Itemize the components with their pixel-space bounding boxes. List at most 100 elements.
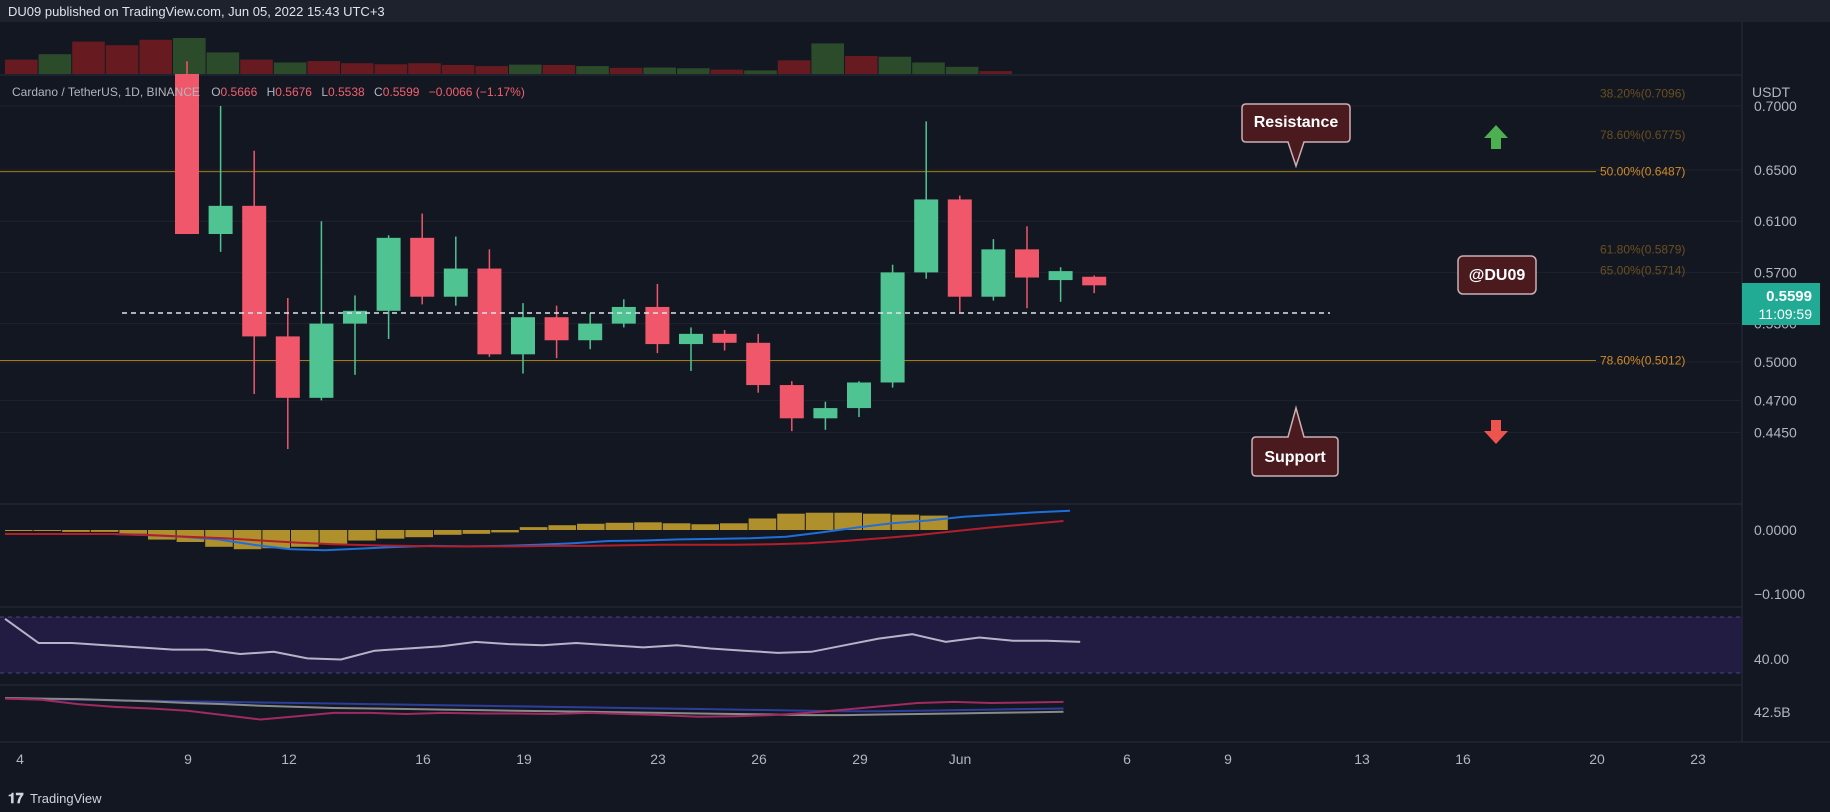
volume-bar bbox=[542, 65, 576, 74]
countdown-timer: 11:09:59 bbox=[1759, 306, 1813, 322]
resistance-callout[interactable]: Resistance bbox=[1241, 103, 1351, 169]
candle-body bbox=[779, 385, 804, 419]
macd-histogram-bar bbox=[262, 530, 290, 549]
macd-histogram-bar bbox=[348, 530, 376, 541]
fib-level-label: 78.60%(0.6775) bbox=[1600, 128, 1685, 142]
bottom-grey-line bbox=[4, 697, 1064, 717]
price-tick-label: 0.7000 bbox=[1754, 98, 1797, 114]
macd-histogram-bar bbox=[434, 530, 462, 535]
macd-histogram-bar bbox=[376, 530, 405, 539]
macd-histogram-bar bbox=[748, 518, 777, 530]
up-arrow-icon bbox=[1484, 125, 1508, 149]
candle-body bbox=[309, 323, 334, 398]
macd-histogram-bar bbox=[777, 513, 805, 530]
time-axis-label: 12 bbox=[281, 751, 297, 767]
macd-histogram-bar bbox=[720, 523, 748, 530]
time-axis-label: 19 bbox=[516, 751, 532, 767]
candle-body bbox=[746, 342, 771, 386]
legend-c-value: 0.5599 bbox=[383, 85, 420, 99]
macd-histogram-bar bbox=[519, 527, 548, 530]
candle-body bbox=[712, 333, 737, 343]
macd-histogram-bar bbox=[5, 530, 33, 531]
candle-body bbox=[544, 317, 569, 341]
macd-histogram-bar bbox=[863, 513, 891, 530]
fib-level-label: 38.20%(0.7096) bbox=[1600, 87, 1685, 101]
published-by-text: DU09 published on TradingView.com, Jun 0… bbox=[8, 4, 385, 19]
candle-body bbox=[947, 199, 972, 297]
macd-histogram-bar bbox=[834, 512, 862, 530]
rsi-layer bbox=[4, 617, 1081, 661]
footer-brand: TradingView bbox=[30, 791, 102, 806]
volume-bar bbox=[5, 59, 38, 74]
currency-label: USDT bbox=[1752, 84, 1791, 100]
volume-bar bbox=[173, 38, 206, 74]
candle-body bbox=[511, 317, 535, 355]
volume-bar bbox=[979, 71, 1012, 74]
grid-layer bbox=[0, 105, 1742, 433]
support-callout[interactable]: Support bbox=[1251, 405, 1339, 477]
macd-histogram-bar bbox=[90, 530, 119, 532]
time-axis-label: 16 bbox=[1455, 751, 1471, 767]
bottom-blue-line bbox=[4, 697, 1064, 713]
volume-bar bbox=[643, 67, 676, 74]
author-tag[interactable]: @DU09 bbox=[1457, 255, 1537, 295]
volume-bar bbox=[677, 68, 710, 74]
tradingview-logo: 𝟏𝟕 bbox=[8, 790, 24, 806]
macd-axis-zero: 0.0000 bbox=[1754, 522, 1797, 538]
candle-body bbox=[611, 306, 636, 324]
legend-o-label: O bbox=[211, 85, 220, 99]
candle-body bbox=[1015, 249, 1039, 278]
candle-body bbox=[208, 205, 233, 234]
legend-l-label: L bbox=[321, 85, 328, 99]
signal-line bbox=[5, 520, 1064, 548]
volume-bar bbox=[374, 64, 408, 74]
price-tick-label: 0.4700 bbox=[1754, 392, 1797, 408]
macd-layer bbox=[5, 509, 1071, 552]
macd-axis-neg: −0.1000 bbox=[1754, 586, 1805, 602]
time-axis-label: 20 bbox=[1589, 751, 1605, 767]
macd-histogram-bar bbox=[691, 524, 719, 530]
time-axis-label: 9 bbox=[184, 751, 192, 767]
candle-body bbox=[847, 382, 871, 409]
support-label: Support bbox=[1264, 449, 1326, 466]
legend-h-label: H bbox=[267, 85, 276, 99]
volume-bar bbox=[206, 52, 240, 74]
candle-body bbox=[410, 237, 435, 297]
candle-body bbox=[443, 268, 468, 297]
candle-body bbox=[1048, 271, 1073, 281]
macd-histogram-bar bbox=[491, 530, 519, 533]
volume-bar bbox=[38, 54, 72, 74]
price-tick-label: 0.6500 bbox=[1754, 162, 1797, 178]
macd-histogram-bar bbox=[405, 530, 433, 538]
resistance-label: Resistance bbox=[1254, 114, 1339, 131]
candle-body bbox=[275, 336, 300, 398]
ohlc-legend: Cardano / TetherUS, 1D, BINANCE O0.5666 … bbox=[12, 85, 525, 99]
fib-layer: 38.20%(0.7096) 78.60%(0.6775) 50.00%(0.648… bbox=[0, 87, 1685, 367]
legend-change: −0.0066 (−1.17%) bbox=[429, 85, 525, 99]
rsi-band bbox=[0, 617, 1742, 673]
time-axis-label: 13 bbox=[1354, 751, 1370, 767]
macd-histogram-bar bbox=[62, 530, 90, 532]
fib-level-label: 61.80%(0.5879) bbox=[1600, 242, 1685, 256]
time-axis-label: 23 bbox=[1690, 751, 1706, 767]
time-axis-label: 16 bbox=[415, 751, 431, 767]
volume-bar bbox=[811, 43, 844, 74]
price-tick-label: 0.5700 bbox=[1754, 264, 1797, 280]
macd-histogram-bar bbox=[634, 522, 662, 530]
macd-histogram-bar bbox=[920, 515, 948, 530]
macd-histogram-bar bbox=[805, 512, 834, 530]
macd-histogram-bar bbox=[33, 530, 62, 531]
volume-bar bbox=[307, 61, 340, 74]
tradingview-logo-icon: 𝟏𝟕 bbox=[8, 790, 24, 806]
candle-layer bbox=[175, 61, 1107, 450]
volume-bar bbox=[576, 66, 609, 74]
volume-bar bbox=[240, 59, 273, 74]
legend-o-value: 0.5666 bbox=[221, 85, 258, 99]
volume-bar bbox=[105, 45, 139, 74]
candle-body bbox=[242, 205, 267, 337]
time-axis-label: Jun bbox=[949, 751, 972, 767]
candle-body bbox=[477, 268, 502, 355]
